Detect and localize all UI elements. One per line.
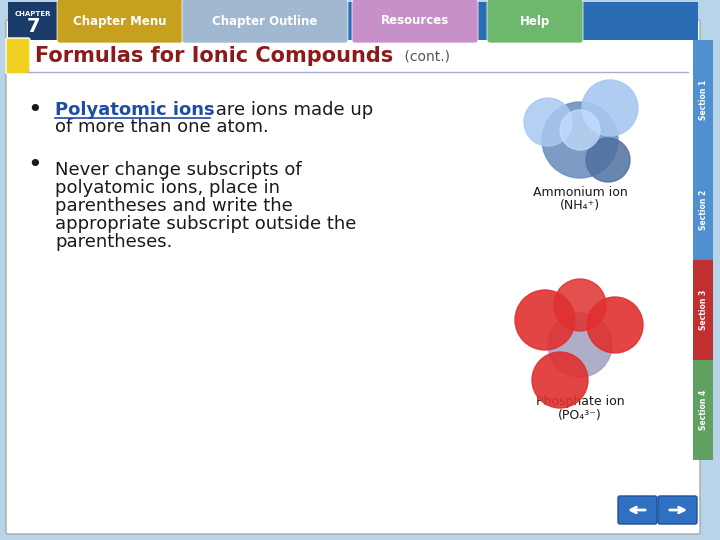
Circle shape <box>554 279 606 331</box>
Text: Phosphate ion: Phosphate ion <box>536 395 624 408</box>
Circle shape <box>582 80 638 136</box>
FancyBboxPatch shape <box>8 2 698 40</box>
Text: Ammonium ion: Ammonium ion <box>533 186 627 199</box>
Text: (NH₄⁺): (NH₄⁺) <box>560 199 600 212</box>
Circle shape <box>560 110 600 150</box>
Circle shape <box>548 313 612 377</box>
Text: (cont.): (cont.) <box>400 49 450 63</box>
Text: •: • <box>27 98 42 122</box>
Text: Never change subscripts of: Never change subscripts of <box>55 161 302 179</box>
FancyBboxPatch shape <box>6 20 700 534</box>
Text: CHAPTER: CHAPTER <box>14 11 51 17</box>
Text: Polyatomic ions: Polyatomic ions <box>55 101 215 119</box>
FancyBboxPatch shape <box>352 0 478 43</box>
Circle shape <box>524 98 572 146</box>
FancyBboxPatch shape <box>618 496 657 524</box>
Circle shape <box>532 352 588 408</box>
Text: parentheses and write the: parentheses and write the <box>55 197 293 215</box>
Text: Help: Help <box>520 15 550 28</box>
Text: Chapter Menu: Chapter Menu <box>73 15 167 28</box>
FancyBboxPatch shape <box>8 2 58 40</box>
Text: Section 4: Section 4 <box>698 390 708 430</box>
FancyBboxPatch shape <box>182 0 348 43</box>
FancyBboxPatch shape <box>693 360 713 460</box>
Text: (PO₄³⁻): (PO₄³⁻) <box>558 408 602 422</box>
Circle shape <box>587 297 643 353</box>
FancyBboxPatch shape <box>487 0 583 43</box>
Text: Section 2: Section 2 <box>698 190 708 230</box>
FancyBboxPatch shape <box>693 260 713 360</box>
Text: appropriate subscript outside the: appropriate subscript outside the <box>55 215 356 233</box>
Circle shape <box>586 138 630 182</box>
FancyBboxPatch shape <box>693 160 713 260</box>
Text: are ions made up: are ions made up <box>210 101 373 119</box>
Text: 7: 7 <box>26 17 40 37</box>
Text: Formulas for Ionic Compounds: Formulas for Ionic Compounds <box>35 46 393 66</box>
FancyBboxPatch shape <box>6 38 30 74</box>
Text: Section 1: Section 1 <box>698 80 708 120</box>
FancyBboxPatch shape <box>693 40 713 160</box>
Text: of more than one atom.: of more than one atom. <box>55 118 269 136</box>
FancyBboxPatch shape <box>57 0 183 43</box>
Text: Chapter Outline: Chapter Outline <box>212 15 318 28</box>
FancyBboxPatch shape <box>658 496 697 524</box>
Text: •: • <box>27 153 42 177</box>
Text: parentheses.: parentheses. <box>55 233 172 251</box>
Text: polyatomic ions, place in: polyatomic ions, place in <box>55 179 280 197</box>
Text: Resources: Resources <box>381 15 449 28</box>
Text: Section 3: Section 3 <box>698 290 708 330</box>
Circle shape <box>515 290 575 350</box>
Circle shape <box>542 102 618 178</box>
